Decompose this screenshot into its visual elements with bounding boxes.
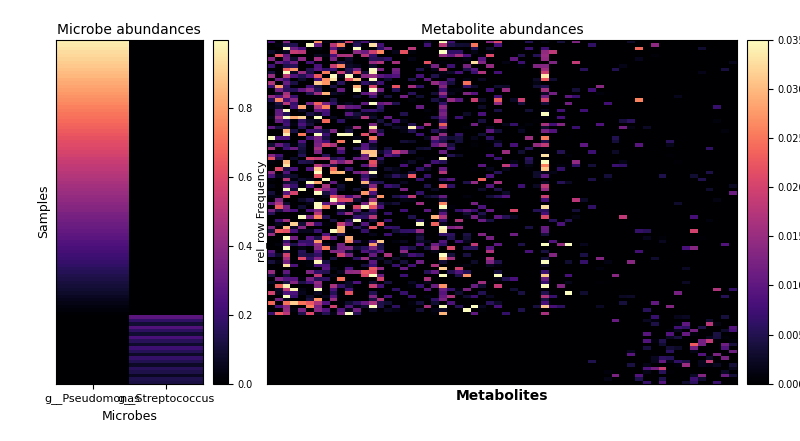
Y-axis label: rel_row Frequency: rel_row Frequency bbox=[256, 161, 267, 262]
X-axis label: Microbes: Microbes bbox=[102, 410, 158, 423]
Y-axis label: Samples: Samples bbox=[38, 185, 50, 239]
Title: Microbe abundances: Microbe abundances bbox=[58, 23, 202, 37]
X-axis label: Metabolites: Metabolites bbox=[456, 389, 548, 403]
Title: Metabolite abundances: Metabolite abundances bbox=[421, 23, 583, 37]
